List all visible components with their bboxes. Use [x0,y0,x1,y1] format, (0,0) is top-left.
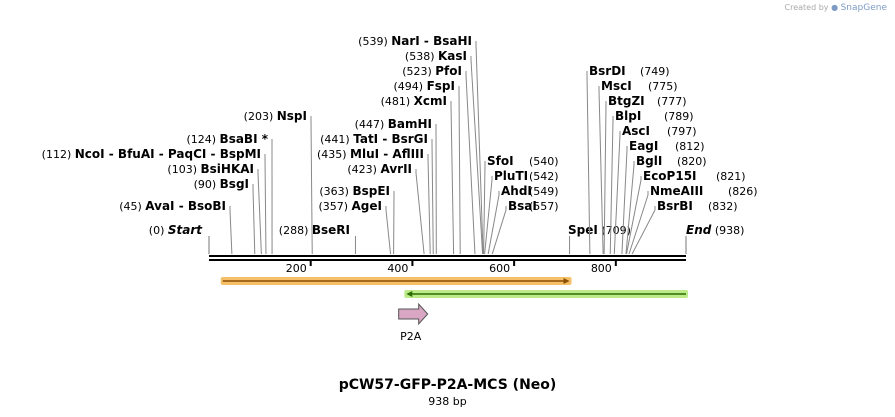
site-label: (441) TatI - BsrGI [320,132,428,146]
site-leader [603,104,607,255]
orange-feature-arrowhead [563,278,570,284]
site-position: (832) [708,200,738,213]
site-position: (826) [728,185,758,198]
site-leader [415,172,425,255]
site-leader [613,134,621,255]
site-leader [628,194,649,255]
site-leader [427,157,431,255]
site-label: BsrBI [657,199,693,213]
ruler-tick-label: 200 [286,262,307,275]
end-label: End (938) [686,223,744,237]
site-position: (749) [640,65,670,78]
site-leader [252,187,256,255]
site-label: (288) BseRI [279,223,350,237]
site-label: (538) KasI [405,49,467,63]
site-position: (775) [648,80,678,93]
site-label: EcoP15I [643,169,697,183]
site-position: (797) [667,125,697,138]
site-label: (103) BsiHKAI [167,162,254,176]
site-label: (523) PfoI [402,64,462,78]
site-label: (112) NcoI - BfuAI - PaqCI - BspMI [42,147,261,161]
site-label: SfoI [487,154,514,168]
map-title: pCW57-GFP-P2A-MCS (Neo) [338,377,557,393]
site-leader [483,164,486,255]
site-label: (435) MluI - AflIII [317,147,424,161]
site-label: (539) NarI - BsaHI [358,34,472,48]
site-position: (821) [716,170,746,183]
site-position: (812) [675,140,705,153]
site-leader [475,44,484,255]
site-leader [450,104,455,255]
site-label: AhdI [501,184,532,198]
site-label: AscI [622,124,650,138]
site-label: (447) BamHI [355,117,432,131]
site-label: (124) BsaBI * [186,132,268,146]
site-label: (494) FspI [394,79,455,93]
site-label: (90) BsgI [194,177,249,191]
snapgene-credit: Created by ● SnapGene [785,3,888,13]
start-label: (0) Start [149,223,203,237]
site-position: (549) [529,185,559,198]
site-leader [257,172,262,255]
site-leader [631,209,656,255]
site-leader [487,194,500,255]
site-label: (357) AgeI [318,199,382,213]
site-leader [431,142,434,255]
map-length: 938 bp [428,395,467,408]
site-label: PluTI [494,169,528,183]
site-leader [626,179,642,255]
snapgene-logo-icon: ● [831,3,839,12]
site-leader [229,209,233,255]
site-leader [385,209,392,255]
site-leader [598,89,604,255]
site-label: (481) XcmI [381,94,447,108]
p2a-feature-label: P2A [400,330,422,343]
ruler-tick-label: 400 [387,262,408,275]
ruler-tick-label: 600 [489,262,510,275]
site-label: EagI [629,139,658,153]
site-leader [465,74,476,255]
ruler-tick-label: 800 [591,262,612,275]
p2a-feature-arrow [398,302,429,326]
site-leader [609,119,614,255]
site-label: (45) AvaI - BsoBI [119,199,226,213]
site-leader [458,89,461,255]
site-position: (540) [529,155,559,168]
site-leader [470,59,484,255]
site-label: BsrDI [589,64,626,78]
site-label: (203) NspI [244,109,307,123]
site-position: (820) [677,155,707,168]
site-leader [621,149,628,255]
site-label: BglI [636,154,662,168]
site-position: (557) [529,200,559,213]
site-leader [491,209,507,255]
site-label: (363) BspEI [319,184,390,198]
site-position: (542) [529,170,559,183]
site-label: BtgZI [608,94,645,108]
site-label: NmeAIII [650,184,703,198]
credit-text: Created by [784,3,829,12]
site-position: (777) [657,95,687,108]
site-leader [484,179,493,255]
credit-brand: SnapGene [840,3,887,13]
site-leader [310,119,313,255]
green-feature-arrowhead [406,291,413,297]
site-label: BlpI [615,109,641,123]
site-leader [625,164,635,255]
site-leader [586,74,591,255]
site-label: (423) AvrII [347,162,412,176]
site-label: SpeI (709) [568,223,631,237]
site-label: MscI [601,79,632,93]
site-leader [264,157,267,255]
site-label: BsaI [508,199,537,213]
site-position: (789) [664,110,694,123]
